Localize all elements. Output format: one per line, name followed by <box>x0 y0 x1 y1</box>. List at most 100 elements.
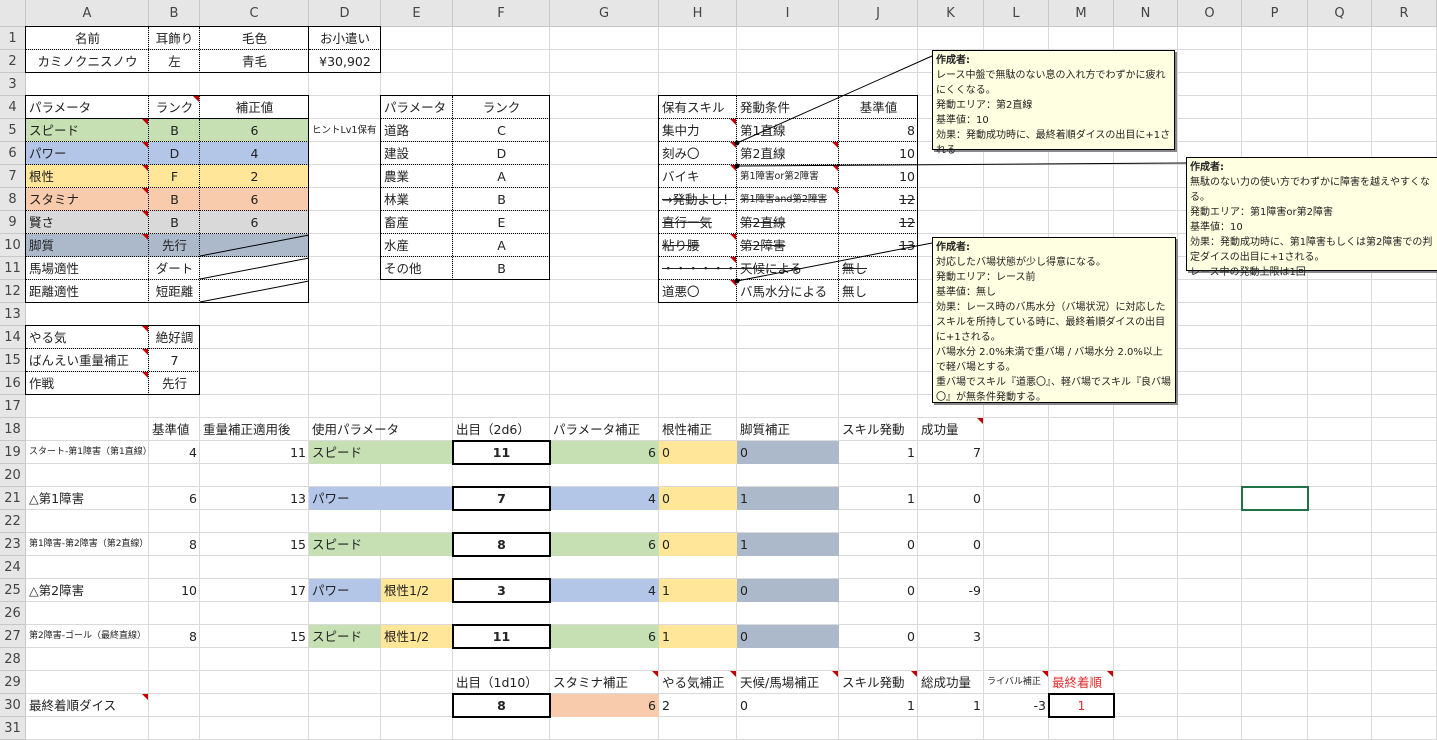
grid-cell[interactable] <box>381 303 453 326</box>
column-header[interactable]: C <box>200 0 309 27</box>
row-header[interactable]: 24 <box>0 556 26 579</box>
cell-f25[interactable]: 3 <box>453 579 550 602</box>
row-header[interactable]: 19 <box>0 441 26 464</box>
grid-cell[interactable] <box>918 27 984 50</box>
grid-cell[interactable] <box>839 372 918 395</box>
grid-cell[interactable] <box>918 602 984 625</box>
grid-cell[interactable] <box>1178 602 1242 625</box>
cell-g27[interactable]: 6 <box>550 625 659 648</box>
grid-cell[interactable] <box>984 671 1049 694</box>
grid-cell[interactable] <box>149 579 200 602</box>
grid-cell[interactable] <box>200 556 309 579</box>
grid-cell[interactable] <box>200 326 309 349</box>
grid-cell[interactable] <box>659 73 737 96</box>
cell-f5[interactable]: C <box>453 119 550 142</box>
grid-cell[interactable] <box>839 73 918 96</box>
grid-cell[interactable] <box>984 648 1049 671</box>
cell-f27[interactable]: 11 <box>453 625 550 648</box>
grid-cell[interactable] <box>737 717 839 740</box>
comment-indicator-icon[interactable] <box>977 418 983 424</box>
grid-cell[interactable] <box>1308 717 1372 740</box>
comment-box[interactable]: 作成者: レース中盤で無駄のない息の入れ方でわずかに疲れにくくなる。 発動エリア：… <box>932 50 1175 156</box>
cell-f4[interactable]: ランク <box>453 96 550 119</box>
comment-indicator-icon[interactable] <box>142 349 148 355</box>
grid-cell[interactable] <box>659 671 737 694</box>
cell-a9[interactable]: 賢さ <box>26 211 149 234</box>
grid-cell[interactable] <box>737 464 839 487</box>
grid-cell[interactable] <box>309 257 381 280</box>
cell-d19[interactable]: スピード <box>309 441 453 464</box>
grid-cell[interactable] <box>1114 510 1178 533</box>
grid-cell[interactable] <box>1308 326 1372 349</box>
grid-cell[interactable] <box>200 464 309 487</box>
cell-f10[interactable]: A <box>453 234 550 257</box>
grid-cell[interactable] <box>1178 487 1242 510</box>
row-header[interactable]: 16 <box>0 372 26 395</box>
column-header[interactable]: R <box>1372 0 1437 27</box>
grid-cell[interactable] <box>149 694 200 717</box>
cell-c18[interactable]: 重量補正適用後 <box>200 418 309 441</box>
grid-cell[interactable] <box>1372 648 1437 671</box>
cell-j21[interactable]: 1 <box>839 487 918 510</box>
cell-b25[interactable]: 10 <box>149 579 200 602</box>
grid-cell[interactable] <box>737 418 839 441</box>
grid-cell[interactable] <box>918 694 984 717</box>
grid-cell[interactable] <box>1372 464 1437 487</box>
grid-cell[interactable] <box>918 648 984 671</box>
cell-f23[interactable]: 8 <box>453 533 550 556</box>
cell-i6[interactable]: 第2直線 <box>737 142 839 165</box>
grid-cell[interactable] <box>984 602 1049 625</box>
comment-indicator-icon[interactable] <box>142 326 148 332</box>
cell-a5[interactable]: スピード <box>26 119 149 142</box>
grid-cell[interactable] <box>1049 556 1114 579</box>
column-header[interactable]: N <box>1114 0 1178 27</box>
grid-cell[interactable] <box>453 372 550 395</box>
comment-indicator-icon[interactable] <box>652 671 658 677</box>
grid-cell[interactable] <box>984 395 1049 418</box>
grid-cell[interactable] <box>309 303 381 326</box>
grid-cell[interactable] <box>1049 579 1114 602</box>
cell-b2[interactable]: 左 <box>149 50 200 73</box>
grid-cell[interactable] <box>1372 73 1437 96</box>
cell-c6[interactable]: 4 <box>200 142 309 165</box>
row-header[interactable]: 21 <box>0 487 26 510</box>
cell-h4[interactable]: 保有スキル <box>659 96 737 119</box>
cell-i8[interactable]: 第1障害and第2障害 <box>737 188 839 211</box>
cell-a4[interactable]: パラメータ <box>26 96 149 119</box>
comment-indicator-icon[interactable] <box>730 257 736 263</box>
comment-indicator-icon[interactable] <box>832 188 838 194</box>
row-header[interactable]: 5 <box>0 119 26 142</box>
grid-cell[interactable] <box>26 487 149 510</box>
grid-cell[interactable] <box>26 671 149 694</box>
grid-cell[interactable] <box>1308 602 1372 625</box>
cell-j4[interactable]: 基準値 <box>839 96 918 119</box>
cell-d1[interactable]: お小遣い <box>309 27 381 50</box>
cell-h6[interactable]: 刻み〇 <box>659 142 737 165</box>
grid-cell[interactable] <box>550 73 659 96</box>
grid-cell[interactable] <box>381 372 453 395</box>
grid-cell[interactable] <box>659 717 737 740</box>
grid-cell[interactable] <box>737 602 839 625</box>
comment-indicator-icon[interactable] <box>730 234 736 240</box>
grid-cell[interactable] <box>1178 671 1242 694</box>
cell-a15[interactable]: ばんえい重量補正 <box>26 349 149 372</box>
grid-cell[interactable] <box>1178 73 1242 96</box>
grid-cell[interactable] <box>1308 556 1372 579</box>
grid-cell[interactable] <box>550 119 659 142</box>
grid-cell[interactable] <box>381 694 453 717</box>
grid-cell[interactable] <box>737 694 839 717</box>
cell-a2[interactable]: カミノクニスノウ <box>26 50 149 73</box>
column-header[interactable]: P <box>1242 0 1308 27</box>
cell-h8[interactable]: →発動よし！ <box>659 188 737 211</box>
cell-g23[interactable]: 6 <box>550 533 659 556</box>
grid-cell[interactable] <box>839 441 918 464</box>
row-header[interactable]: 30 <box>0 694 26 717</box>
grid-cell[interactable] <box>1308 119 1372 142</box>
cell-j8[interactable]: 12 <box>839 188 918 211</box>
grid-cell[interactable] <box>200 602 309 625</box>
cell-b16[interactable]: 先行 <box>149 372 200 395</box>
grid-cell[interactable] <box>309 349 381 372</box>
grid-cell[interactable] <box>1114 165 1178 188</box>
cell-b8[interactable]: B <box>149 188 200 211</box>
comment-indicator-icon[interactable] <box>142 188 148 194</box>
